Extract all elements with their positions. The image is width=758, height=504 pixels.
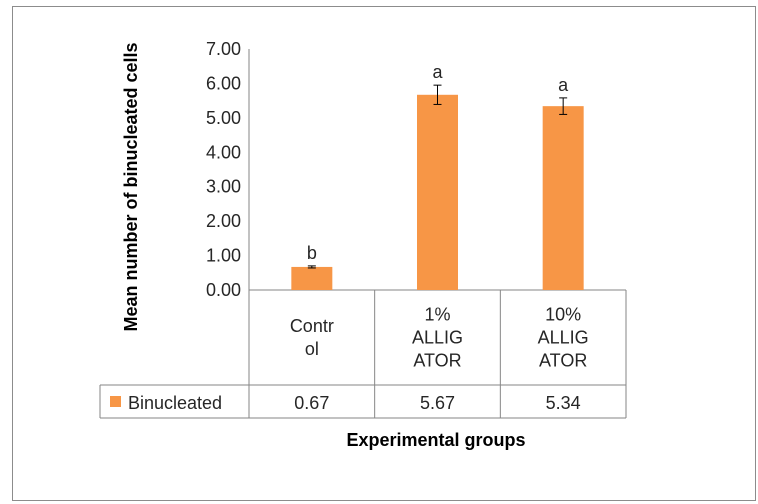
y-tick-label: 3.00 (206, 177, 241, 197)
bar (542, 106, 584, 290)
legend-swatch (110, 396, 121, 407)
bar (417, 94, 458, 290)
x-category-label: ALLIG (538, 328, 589, 348)
legend-label: Binucleated (128, 393, 222, 413)
x-category-label: ATOR (539, 351, 587, 371)
x-category-label: ATOR (413, 351, 461, 371)
table-value: 5.34 (546, 393, 581, 413)
bar (291, 266, 333, 290)
significance-letter: b (307, 243, 317, 263)
x-axis-title: Experimental groups (346, 430, 525, 450)
x-category-label: 1% (424, 305, 450, 325)
x-category-label: 10% (545, 305, 581, 325)
y-tick-label: 1.00 (206, 246, 241, 266)
x-category-label: ol (305, 339, 319, 359)
y-tick-label: 6.00 (206, 73, 241, 93)
table-value: 0.67 (294, 393, 329, 413)
y-axis-title: Mean number of binucleated cells (121, 42, 141, 331)
x-category-label: ALLIG (412, 328, 463, 348)
significance-letter: a (558, 75, 569, 95)
y-tick-label: 0.00 (206, 280, 241, 300)
y-tick-label: 4.00 (206, 142, 241, 162)
y-tick-label: 5.00 (206, 108, 241, 128)
y-tick-label: 7.00 (206, 39, 241, 59)
table-value: 5.67 (420, 393, 455, 413)
significance-letter: a (432, 62, 443, 82)
x-category-label: Contr (290, 316, 334, 336)
y-tick-label: 2.00 (206, 211, 241, 231)
